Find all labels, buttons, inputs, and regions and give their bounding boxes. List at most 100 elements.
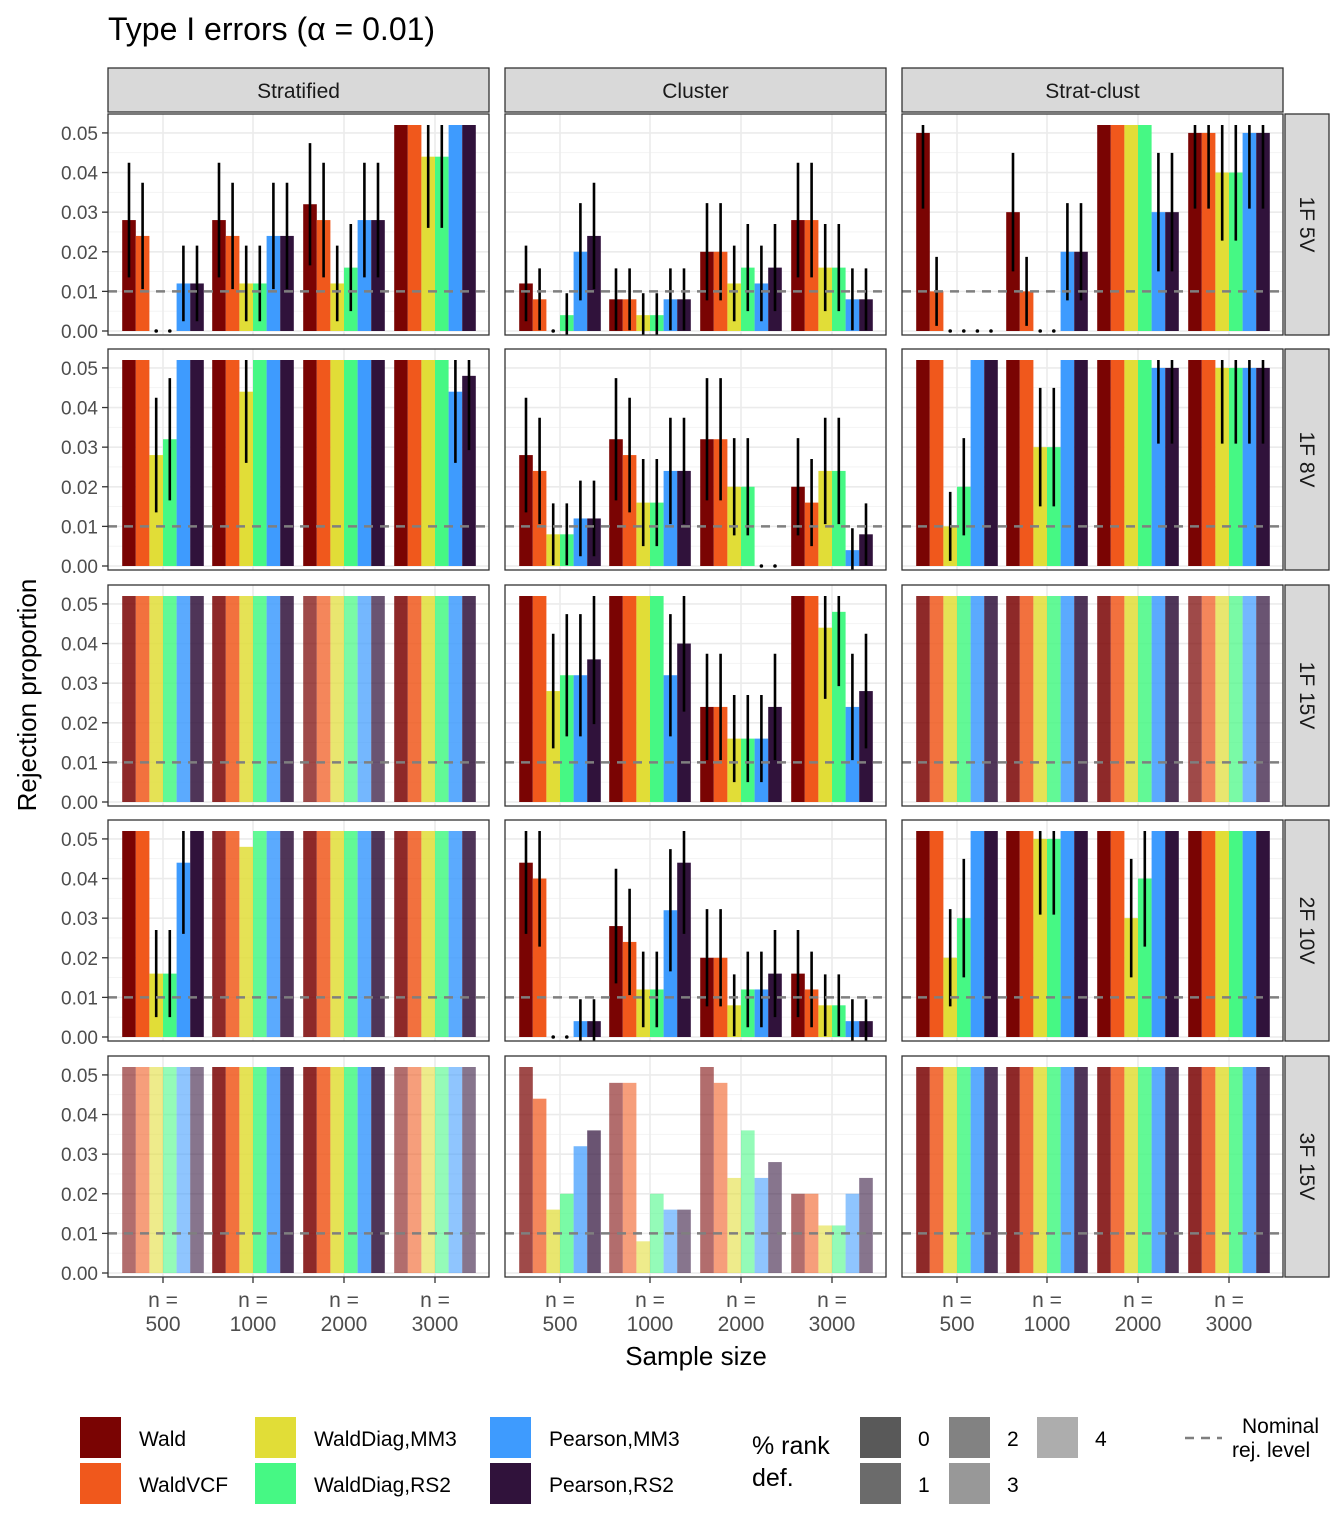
bar-walddiag-rs2: [163, 1067, 177, 1273]
bar-walddiag-mm3: [727, 1177, 741, 1273]
bar-waldvcf: [929, 596, 944, 802]
bar-waldvcf: [407, 360, 422, 566]
bar-waldvcf: [713, 1082, 728, 1273]
bar-waldvcf: [1019, 831, 1034, 1037]
legend-label-pearson-rs2: Pearson,RS2: [549, 1474, 674, 1497]
bar-walddiag-mm3: [239, 596, 253, 802]
panel-border: [504, 1055, 887, 1278]
bar-wald: [1188, 1067, 1202, 1273]
bar-waldvcf: [1201, 596, 1216, 802]
bar-wald: [212, 596, 226, 802]
bar-pearson-mm3: [1242, 831, 1257, 1037]
bar-pearson-mm3: [1060, 1067, 1075, 1273]
row-strip-1f-15v: 1F 15V: [1284, 584, 1330, 807]
legend-rank-label-0: 0: [918, 1428, 930, 1451]
bar-waldvcf: [532, 596, 547, 802]
bar-pearson-rs2: [190, 360, 204, 566]
bar-waldvcf: [225, 1067, 240, 1273]
bar-pearson-mm3: [1242, 1067, 1257, 1273]
panel-border: [901, 1055, 1284, 1278]
bar-wald: [303, 204, 317, 331]
y-tick-label: 0.01: [61, 753, 98, 774]
bar-pearson-mm3: [448, 391, 463, 566]
legend-rank-label-3: 3: [1007, 1474, 1019, 1497]
bar-wald: [1188, 132, 1202, 331]
legend-rank-swatch-0: [860, 1417, 901, 1458]
column-strip-cluster: Cluster: [504, 67, 887, 113]
x-tick-label: 2000: [718, 1313, 765, 1336]
y-tick-label: 0.01: [61, 988, 98, 1009]
bar-waldvcf: [135, 831, 150, 1037]
bar-walddiag-rs2: [1138, 596, 1152, 802]
bar-pearson-rs2: [462, 831, 476, 1037]
bar-pearson-mm3: [266, 1067, 281, 1273]
legend-swatch-pearson-rs2: [490, 1463, 531, 1504]
bar-waldvcf: [929, 1067, 944, 1273]
y-tick-label: 0.02: [61, 243, 98, 264]
bar-pearson-rs2: [1165, 212, 1179, 331]
bar-walddiag-rs2: [344, 596, 358, 802]
bar-walddiag-rs2: [253, 596, 267, 802]
bar-wald: [394, 360, 408, 566]
y-axis-label: Rejection proportion: [12, 579, 42, 812]
panel-plot-area: [122, 596, 476, 802]
bar-wald: [519, 862, 533, 1037]
bar-walddiag-mm3: [421, 596, 435, 802]
panel-strat-clust-1f-8v: [901, 348, 1284, 571]
bar-waldvcf: [225, 831, 240, 1037]
bar-pearson-rs2: [462, 125, 476, 331]
bar-pearson-rs2: [280, 1067, 294, 1273]
y-tick-label: 0.03: [61, 674, 98, 695]
missing-marker-pearson-rs2: [989, 329, 993, 333]
bar-walddiag-mm3: [1124, 1067, 1138, 1273]
bar-wald: [212, 360, 226, 566]
y-tick-label: 0.02: [61, 478, 98, 499]
column-strip-label: Cluster: [662, 80, 729, 103]
bar-wald: [122, 596, 136, 802]
bar-pearson-rs2: [371, 1067, 385, 1273]
bar-pearson-rs2: [1256, 1067, 1270, 1273]
column-strip-label: Strat-clust: [1045, 80, 1140, 103]
bar-wald: [394, 125, 408, 331]
legend-label-wald: Wald: [139, 1428, 186, 1451]
y-tick-label: 0.02: [61, 1185, 98, 1206]
strip-background: [1284, 1055, 1330, 1278]
y-tick-label: 0.03: [61, 203, 98, 224]
bar-wald: [916, 1067, 930, 1273]
y-tick-label: 0.00: [61, 1264, 98, 1285]
panel-border: [504, 584, 887, 807]
row-strip-1f-5v: 1F 5V: [1284, 113, 1330, 336]
x-tick-label: 1000: [230, 1313, 277, 1336]
bar-waldvcf: [1019, 360, 1034, 566]
bar-walddiag-mm3: [421, 831, 435, 1037]
bar-pearson-rs2: [984, 360, 998, 566]
bar-wald: [1097, 831, 1111, 1037]
x-tick-label: n =: [1123, 1289, 1153, 1312]
bar-pearson-rs2: [280, 596, 294, 802]
x-tick-label: 500: [542, 1313, 577, 1336]
bar-pearson-rs2: [859, 1177, 873, 1273]
column-strip-strat-clust: Strat-clust: [901, 67, 1284, 113]
row-strip-label: 3F 15V: [1295, 1133, 1318, 1201]
x-tick-label: n =: [148, 1289, 178, 1312]
panel-border: [107, 584, 490, 807]
legend-rank-swatch-2: [949, 1417, 990, 1458]
row-strip-3f-15v: 3F 15V: [1284, 1055, 1330, 1278]
bar-wald: [122, 360, 136, 566]
bar-waldvcf: [1019, 1067, 1034, 1273]
bar-walddiag-rs2: [650, 596, 664, 802]
strip-background: [1284, 819, 1330, 1042]
bar-wald: [303, 360, 317, 566]
bar-pearson-mm3: [1060, 360, 1075, 566]
bar-wald: [303, 1067, 317, 1273]
panel-border: [107, 1055, 490, 1278]
bar-pearson-mm3: [663, 1209, 678, 1273]
bar-pearson-mm3: [1151, 367, 1166, 566]
x-tick-label: n =: [817, 1289, 847, 1312]
y-tick-label: 0.05: [61, 124, 98, 145]
bar-walddiag-mm3: [1215, 367, 1229, 566]
bar-walddiag-mm3: [636, 1241, 650, 1273]
bar-waldvcf: [929, 360, 944, 566]
bar-waldvcf: [135, 596, 150, 802]
legend-rank-label-4: 4: [1095, 1428, 1107, 1451]
